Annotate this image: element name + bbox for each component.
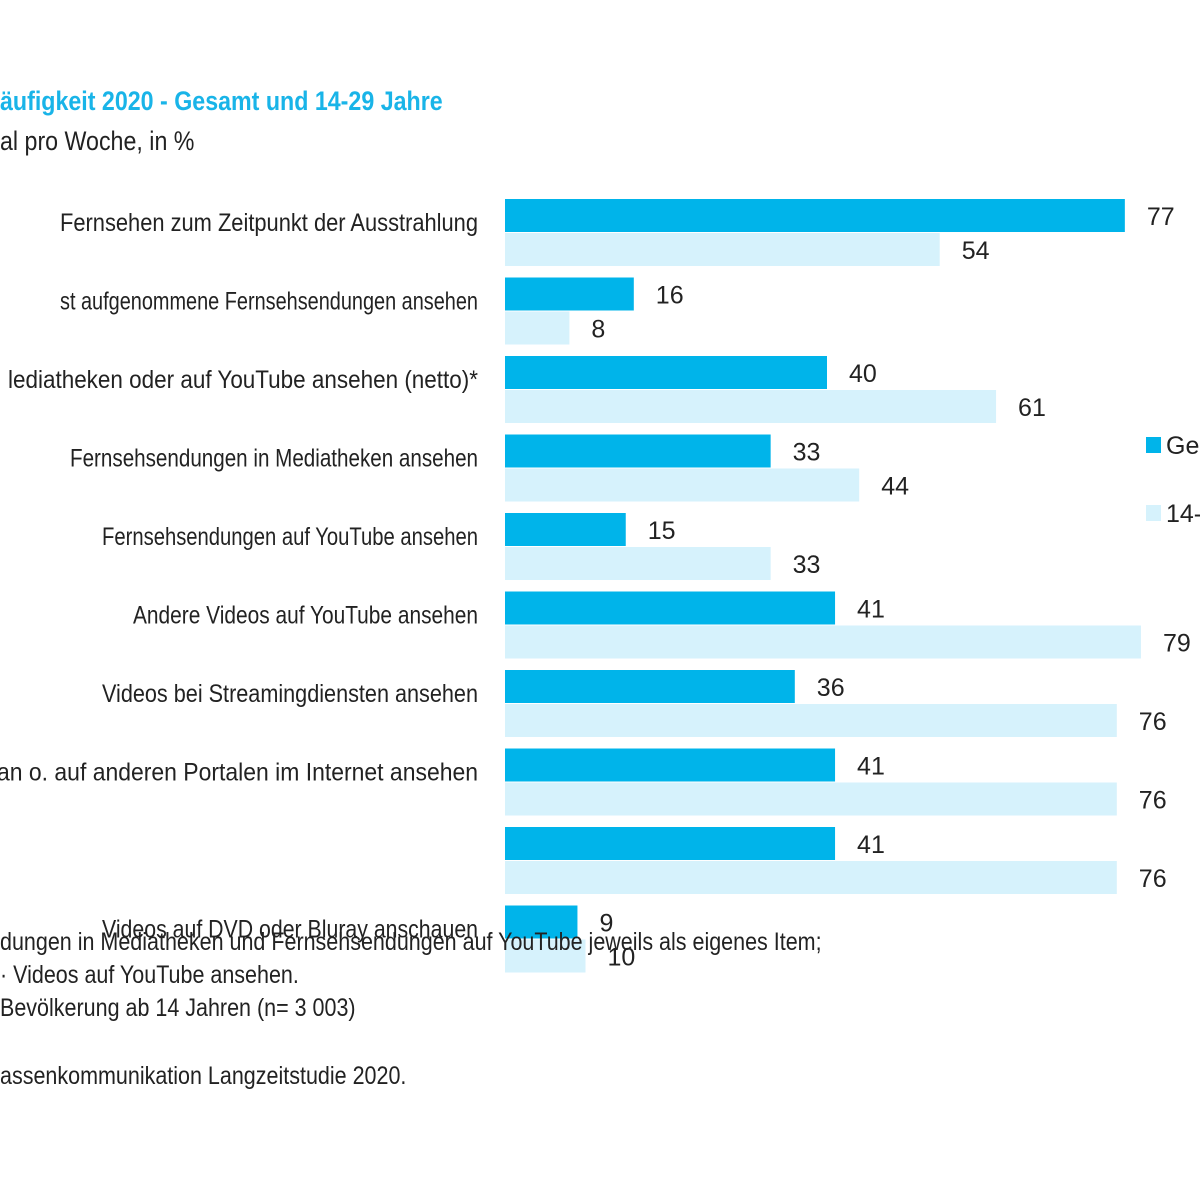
- category-label: an o. auf anderen Portalen im Internet a…: [0, 759, 478, 787]
- bar-gesamt: [505, 513, 626, 546]
- data-label: 15: [648, 517, 676, 545]
- bar-14-29: [505, 547, 771, 580]
- data-label: 41: [857, 596, 885, 624]
- bar-14-29: [505, 704, 1117, 737]
- bar-14-29: [505, 939, 586, 973]
- category-label: Videos auf DVD oder Bluray anschauen: [102, 916, 478, 944]
- bar-gesamt: [505, 199, 1125, 232]
- data-label: 40: [849, 360, 877, 388]
- bar-14-29: [505, 233, 940, 266]
- category-label: st aufgenommene Fernsehsendungen ansehen: [60, 288, 478, 316]
- footnote-line: dungen in Mediatheken und Fernsehsendung…: [0, 928, 822, 956]
- source-note: assenkommunikation Langzeitstudie 2020.: [0, 1062, 407, 1090]
- data-label: 8: [591, 316, 605, 344]
- data-label: 54: [962, 237, 990, 265]
- bar-gesamt: [505, 827, 836, 860]
- bar-14-29: [505, 625, 1141, 659]
- footnote-line: Bevölkerung ab 14 Jahren (n= 3 003): [0, 994, 356, 1022]
- category-label: Fernsehsendungen auf YouTube ansehen: [102, 523, 478, 551]
- data-label: 41: [857, 753, 885, 781]
- legend-swatch: [1146, 505, 1161, 521]
- bar-gesamt: [505, 356, 827, 389]
- chart-subtitle: al pro Woche, in %: [0, 126, 195, 156]
- data-label: 41: [857, 831, 885, 859]
- bar-gesamt: [505, 670, 795, 703]
- data-label: 44: [881, 473, 909, 501]
- data-label: 36: [817, 674, 845, 702]
- data-label: 61: [1018, 394, 1046, 422]
- bar-14-29: [505, 311, 570, 345]
- category-label: Fernsehsendungen in Mediatheken ansehen: [70, 445, 478, 473]
- bar-gesamt: [505, 591, 836, 625]
- data-label: 77: [1147, 203, 1175, 231]
- footnote-line: · Videos auf YouTube ansehen.: [0, 961, 299, 989]
- data-label: 10: [608, 944, 636, 972]
- bar-gesamt: [505, 905, 578, 939]
- bar-14-29: [505, 468, 860, 502]
- bar-gesamt: [505, 434, 771, 468]
- chart-title: äufigkeit 2020 - Gesamt und 14-29 Jahre: [0, 86, 443, 116]
- bar-14-29: [505, 390, 997, 423]
- bar-14-29: [505, 861, 1117, 894]
- category-label: Andere Videos auf YouTube ansehen: [133, 602, 478, 630]
- category-label: Fernsehen zum Zeitpunkt der Ausstrahlung: [60, 209, 478, 237]
- data-label: 76: [1139, 787, 1167, 815]
- bar-gesamt: [505, 748, 836, 782]
- data-label: 16: [656, 282, 684, 310]
- data-label: 9: [599, 910, 613, 938]
- data-label: 33: [793, 551, 821, 579]
- category-label: lediatheken oder auf YouTube ansehen (ne…: [8, 366, 478, 394]
- legend-label: Ges: [1166, 432, 1200, 460]
- data-label: 33: [793, 439, 821, 467]
- bar-gesamt: [505, 277, 634, 311]
- bar-14-29: [505, 782, 1117, 816]
- data-label: 79: [1163, 630, 1191, 658]
- legend-label: 14-: [1166, 500, 1200, 528]
- category-label: Videos bei Streamingdiensten ansehen: [102, 680, 478, 708]
- footnotes: dungen in Mediatheken und Fernsehsendung…: [0, 926, 822, 1025]
- data-label: 76: [1139, 708, 1167, 736]
- data-label: 76: [1139, 865, 1167, 893]
- legend-swatch: [1146, 437, 1161, 453]
